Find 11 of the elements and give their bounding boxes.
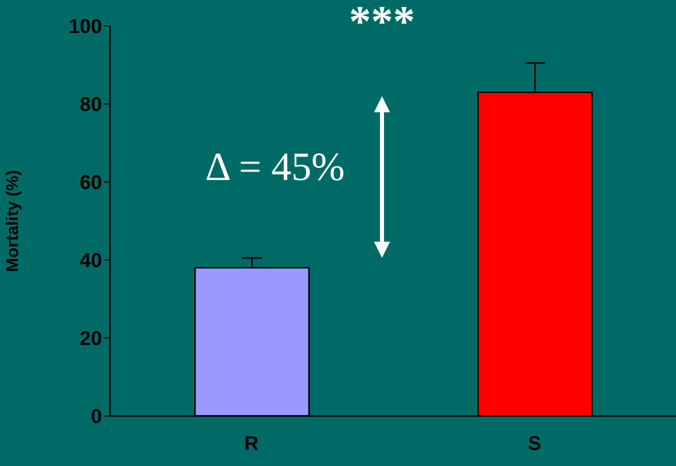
y-tick-label: 60 bbox=[80, 172, 102, 194]
x-tick-label: S bbox=[528, 433, 542, 456]
y-tick-label: 0 bbox=[90, 406, 102, 428]
y-tick-label: 20 bbox=[80, 328, 102, 350]
y-axis-title: Mortality (%) bbox=[3, 170, 22, 272]
annotation: *** bbox=[349, 0, 415, 46]
y-tick-label: 40 bbox=[80, 250, 102, 272]
y-tick-label: 100 bbox=[68, 16, 102, 38]
x-tick-label: R bbox=[244, 433, 260, 456]
y-tick-label: 80 bbox=[80, 94, 102, 116]
annotation: Δ = 45% bbox=[205, 144, 345, 189]
